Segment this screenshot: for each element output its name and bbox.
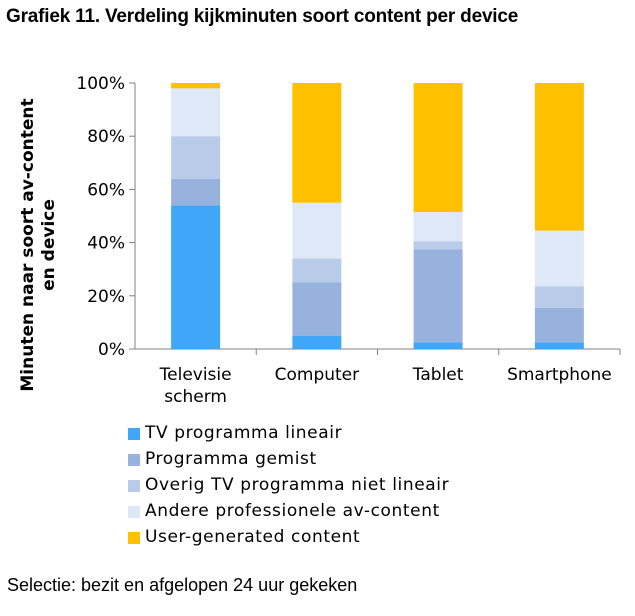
legend-label: Overig TV programma niet lineair [145,475,450,495]
bar-segment [413,83,463,213]
x-tick-label: Computer [275,365,360,385]
bar-segment [534,307,584,343]
chart-legend: TV programma lineair Programma gemist Over… [128,420,449,550]
selection-note: Selectie: bezit en afgelopen 24 uur geke… [7,575,358,595]
legend-label: Programma gemist [145,449,317,469]
bar-segment [534,83,584,231]
bar-segment [171,88,221,137]
legend-swatch [128,479,140,492]
bar-segment [534,230,584,287]
bar-segment [292,282,342,336]
x-tick-label: Smartphone [507,365,612,385]
y-tick-label: 60% [87,180,125,200]
legend-label: User-generated content [145,527,361,547]
bar-segment [171,136,221,179]
bar-segment [171,205,221,349]
y-tick-label: 40% [87,234,125,254]
y-tick-label: 80% [87,127,125,147]
bar-segment [292,202,342,259]
bar-segment [292,258,342,283]
y-tick-label: 100% [76,74,125,94]
legend-swatch [128,453,140,466]
y-tick-label: 0% [98,340,125,360]
legend-item: User-generated content [128,524,449,550]
bar-segment [292,335,342,349]
chart-title: Grafiek 11. Verdeling kijkminuten soort … [6,6,519,27]
bar-segment [534,342,584,349]
legend-item: Programma gemist [128,446,449,472]
bar-segment [413,342,463,349]
bar-segment [171,178,221,206]
legend-item: Overig TV programma niet lineair [128,472,449,498]
legend-label: TV programma lineair [145,423,343,443]
bar-segment [171,83,221,89]
bar-segment [534,286,584,308]
bar-segment [292,83,342,203]
legend-swatch [128,427,140,440]
bar-segment [413,249,463,343]
legend-item: TV programma lineair [128,420,449,446]
bar-segment [413,212,463,242]
x-tick-label: scherm [164,387,227,407]
legend-item: Andere professionele av-content [128,498,449,524]
x-tick-label: Televisie [159,365,232,385]
legend-swatch [128,505,140,518]
y-tick-label: 20% [87,287,125,307]
legend-label: Andere professionele av-content [145,501,440,521]
legend-swatch [128,531,140,544]
bar-segment [413,241,463,250]
x-tick-label: Tablet [412,365,464,385]
